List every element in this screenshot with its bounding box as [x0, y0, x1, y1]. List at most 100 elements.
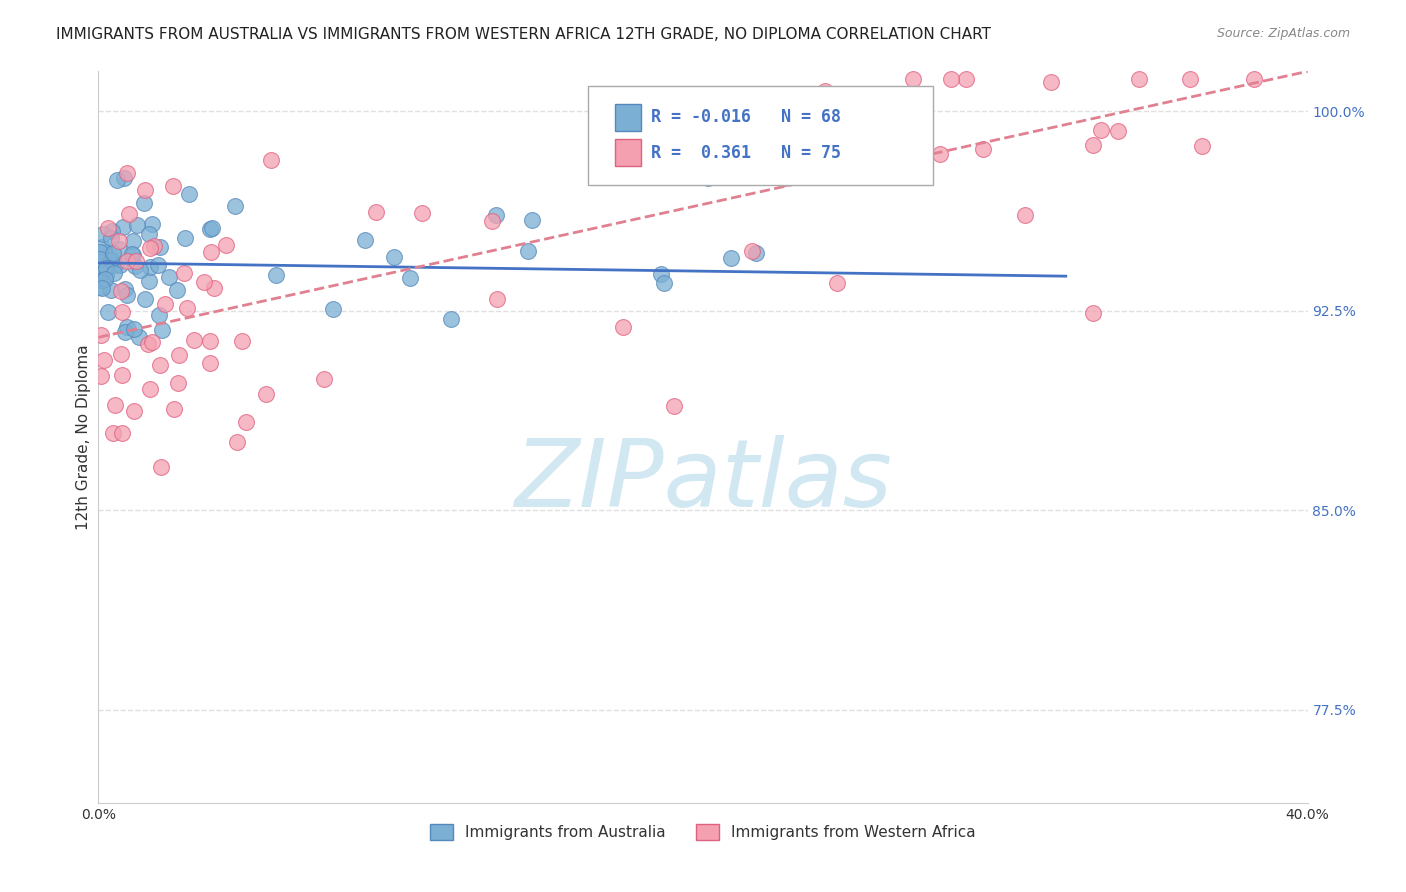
Point [893, 164, 915, 178]
Point [176, 301, 198, 316]
Text: R =  0.361   N = 75: R = 0.361 N = 75 [651, 144, 841, 161]
Point [650, 267, 672, 281]
Text: ZIPatlas: ZIPatlas [515, 435, 891, 526]
Point [163, 402, 186, 417]
Point [89, 280, 111, 294]
Point [89, 252, 111, 266]
Point [224, 198, 246, 212]
Point [1083, 137, 1105, 152]
Point [398, 271, 420, 285]
Point [260, 153, 283, 167]
Point [652, 276, 675, 290]
Point [901, 72, 924, 87]
Point [142, 239, 165, 253]
Point [132, 195, 155, 210]
Y-axis label: 12th Grade, No Diploma: 12th Grade, No Diploma [76, 344, 91, 530]
Point [115, 167, 138, 181]
Point [745, 246, 768, 260]
Point [101, 245, 124, 260]
Point [264, 268, 287, 282]
Point [1014, 208, 1036, 222]
Point [124, 403, 146, 417]
Point [440, 311, 463, 326]
Point [114, 170, 136, 185]
Point [198, 221, 221, 235]
Point [231, 334, 253, 349]
Point [122, 248, 145, 262]
Point [128, 329, 150, 343]
Point [382, 250, 405, 264]
Bar [614, 103, 641, 131]
Point [110, 284, 132, 298]
Point [201, 220, 224, 235]
Point [114, 325, 136, 339]
Point [97, 221, 120, 235]
Legend: Immigrants from Australia, Immigrants from Western Africa: Immigrants from Australia, Immigrants fr… [423, 818, 983, 847]
Point [129, 263, 152, 277]
Point [138, 241, 160, 255]
Point [955, 72, 977, 87]
Point [167, 376, 190, 390]
Point [103, 266, 125, 280]
Point [235, 415, 257, 429]
Point [612, 319, 634, 334]
Point [103, 425, 125, 440]
Point [696, 170, 718, 185]
Point [96, 268, 118, 283]
Point [485, 208, 508, 222]
Point [1039, 75, 1062, 89]
Point [114, 282, 136, 296]
Point [124, 259, 146, 273]
Point [141, 335, 163, 350]
Point [353, 233, 375, 247]
Point [100, 252, 122, 267]
Point [136, 337, 159, 351]
Point [125, 218, 148, 232]
Point [696, 145, 718, 160]
Point [517, 244, 540, 258]
Point [112, 219, 135, 234]
Point [96, 260, 118, 275]
Point [1191, 139, 1213, 153]
Point [146, 258, 169, 272]
Bar [614, 138, 641, 167]
Point [174, 231, 197, 245]
Point [169, 349, 191, 363]
Point [117, 207, 139, 221]
Point [121, 235, 143, 249]
Text: R = -0.016   N = 68: R = -0.016 N = 68 [651, 109, 841, 127]
Point [139, 382, 162, 396]
Point [1107, 124, 1129, 138]
Point [929, 147, 952, 161]
Point [121, 247, 143, 261]
Text: IMMIGRANTS FROM AUSTRALIA VS IMMIGRANTS FROM WESTERN AFRICA 12TH GRADE, NO DIPLO: IMMIGRANTS FROM AUSTRALIA VS IMMIGRANTS … [56, 27, 991, 42]
Point [100, 231, 122, 245]
Point [720, 251, 742, 265]
Text: Source: ZipAtlas.com: Source: ZipAtlas.com [1216, 27, 1350, 40]
Point [825, 277, 848, 291]
Point [138, 274, 160, 288]
Point [183, 333, 205, 347]
Point [741, 244, 763, 258]
Point [814, 84, 837, 98]
Point [162, 178, 184, 193]
Point [108, 234, 131, 248]
Point [117, 254, 139, 268]
Point [724, 161, 747, 175]
Point [939, 72, 962, 87]
Point [193, 276, 215, 290]
Point [101, 224, 124, 238]
Point [166, 283, 188, 297]
Point [411, 205, 433, 219]
Point [134, 183, 156, 197]
Point [111, 305, 134, 319]
Point [115, 287, 138, 301]
Point [91, 227, 114, 242]
Point [198, 356, 221, 370]
Point [115, 320, 138, 334]
Point [908, 90, 931, 104]
Point [314, 372, 336, 386]
Point [522, 213, 544, 227]
Point [254, 386, 277, 401]
Point [200, 245, 222, 260]
